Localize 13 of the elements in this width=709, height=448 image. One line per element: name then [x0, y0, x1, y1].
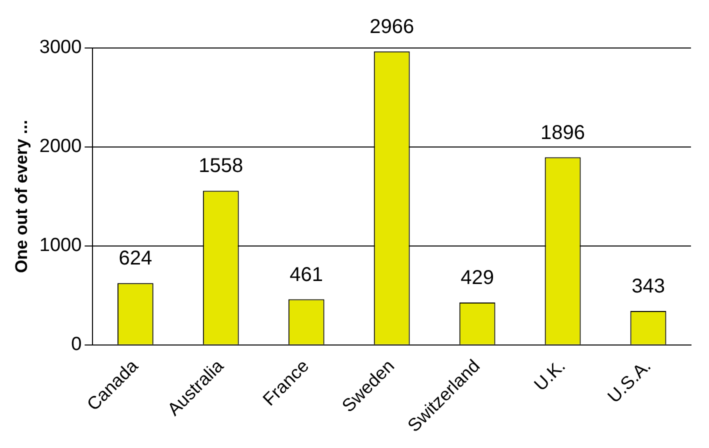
y-tick-label: 2000: [39, 136, 82, 158]
data-label: 343: [632, 276, 665, 298]
data-label: 429: [460, 266, 494, 289]
y-tick-label: 1000: [39, 235, 82, 256]
data-label: 624: [118, 248, 152, 270]
y-axis-title: One out of every ...: [12, 120, 31, 273]
data-label: 1896: [540, 122, 586, 144]
y-tick-label: 3000: [39, 37, 82, 58]
y-tick-label: 0: [71, 334, 82, 356]
x-tick-label: U.K.: [530, 356, 570, 395]
data-label: 461: [290, 264, 324, 286]
data-label: 1558: [198, 155, 244, 178]
data-label: 2966: [370, 16, 414, 38]
